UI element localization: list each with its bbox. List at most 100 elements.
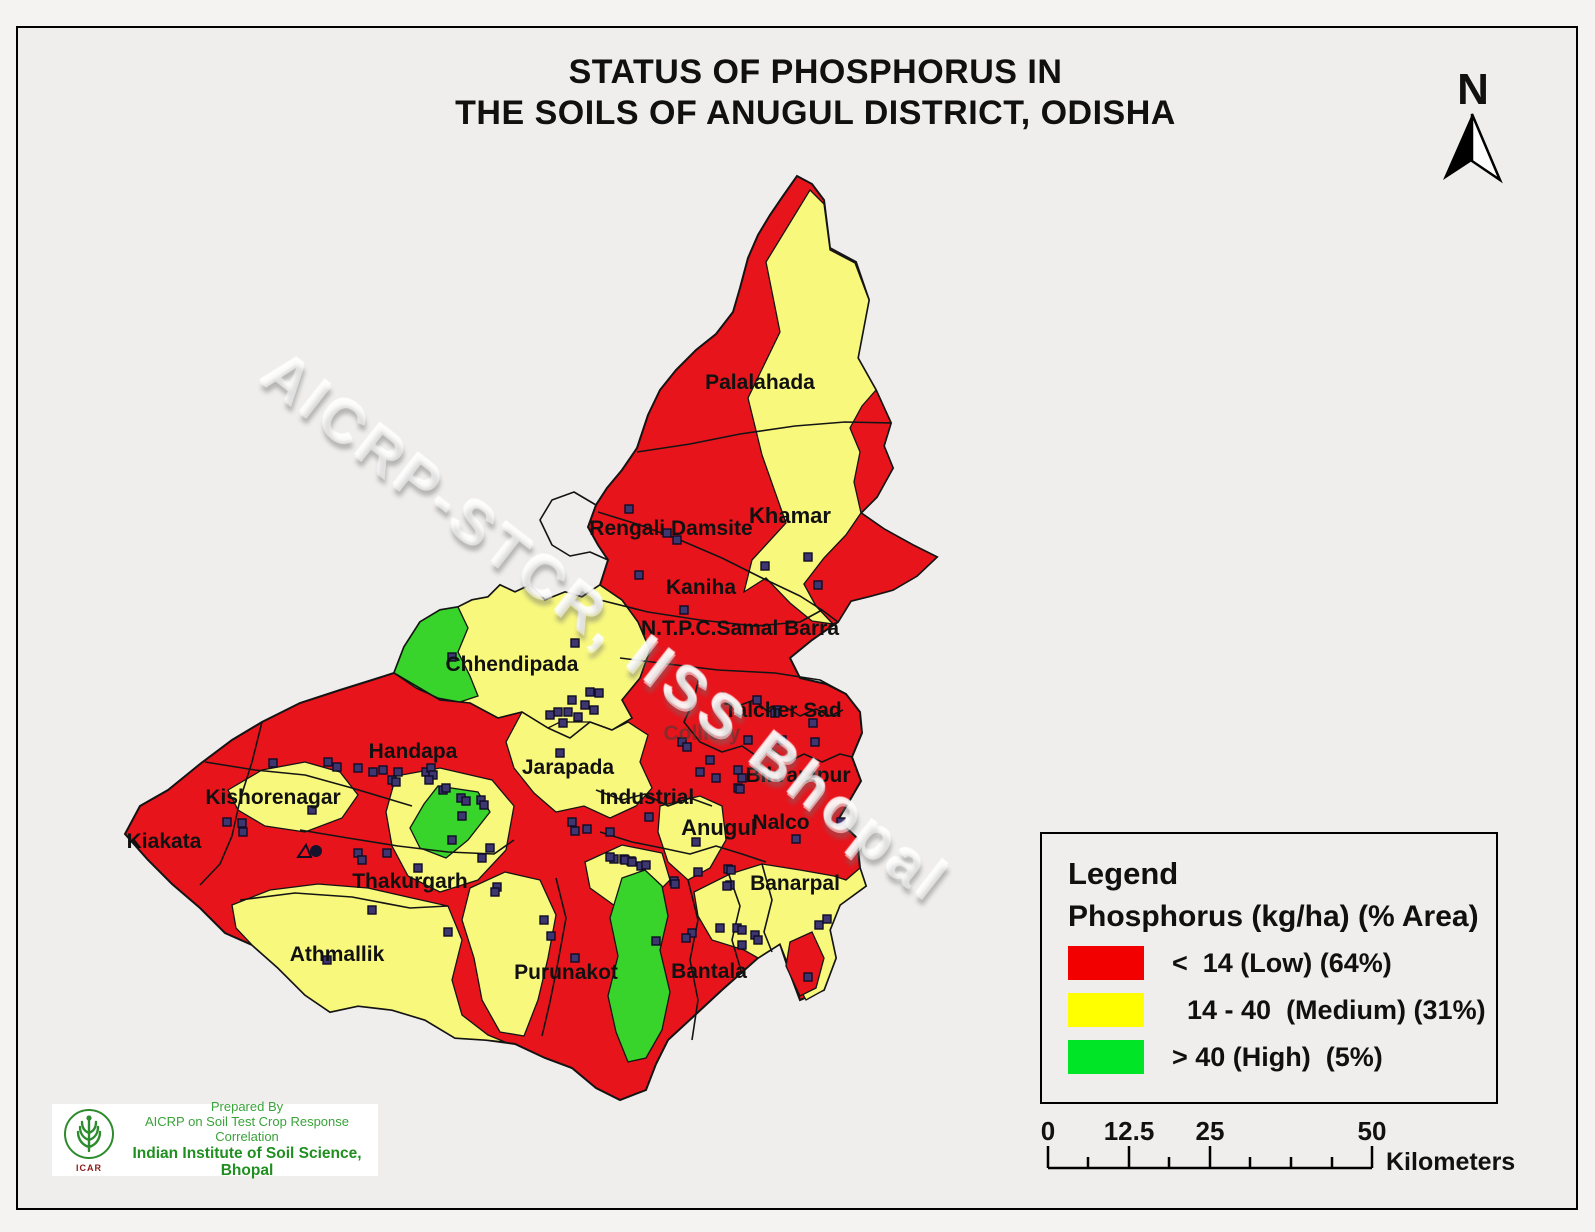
sample-point xyxy=(322,955,332,965)
north-arrow-right-half xyxy=(1470,113,1503,184)
sample-point xyxy=(323,757,333,767)
sample-point xyxy=(582,824,592,834)
region-label-handapa: Handapa xyxy=(369,740,458,763)
block-boundary-line xyxy=(597,511,839,623)
block-boundary-line xyxy=(599,584,651,679)
sample-point xyxy=(546,931,556,941)
sample-point xyxy=(814,920,824,930)
sample-point xyxy=(735,784,745,794)
map-title-line1: STATUS OF PHOSPHORUS IN xyxy=(568,53,1063,91)
region-label-colliery: Colliery xyxy=(663,722,740,745)
sample-point xyxy=(237,818,247,828)
sample-point xyxy=(570,638,580,648)
credit-box: ICAR Prepared By AICRP on Soil Test Crop… xyxy=(52,1099,378,1179)
sample-point xyxy=(353,763,363,773)
sample-point xyxy=(222,817,232,827)
legend-item: 14 - 40 (Medium) (31%) xyxy=(1068,992,1496,1028)
sample-point xyxy=(822,914,832,924)
sample-point xyxy=(553,707,563,717)
sample-point xyxy=(691,837,701,847)
legend-item-label: 14 - 40 (Medium) (31%) xyxy=(1172,994,1486,1025)
sample-point xyxy=(443,927,453,937)
sample-point xyxy=(573,712,583,722)
high-phosphorus-zone xyxy=(607,869,671,1063)
sample-point xyxy=(605,852,615,862)
sample-point xyxy=(679,605,689,615)
sample-point xyxy=(743,735,753,745)
sample-point xyxy=(803,972,813,982)
sample-point xyxy=(682,742,692,752)
legend-items: < 14 (Low) (64%) 14 - 40 (Medium) (31%) >… xyxy=(1068,945,1496,1075)
sample-point xyxy=(705,755,715,765)
sample-point xyxy=(672,535,682,545)
scale-tick-label: 12.5 xyxy=(1104,1116,1155,1146)
sample-point xyxy=(627,857,637,867)
sample-point xyxy=(393,767,403,777)
scale-bar-ticks xyxy=(1046,1146,1374,1170)
sample-point xyxy=(424,775,434,785)
legend-swatch xyxy=(1068,1040,1144,1074)
sample-point xyxy=(687,928,697,938)
sample-point xyxy=(447,652,457,662)
legend-item-label: > 40 (High) (5%) xyxy=(1172,1041,1383,1072)
triangle-marker-dot xyxy=(310,845,322,857)
sample-point xyxy=(357,855,367,865)
legend-heading: Legend xyxy=(1068,856,1179,891)
sample-point xyxy=(695,767,705,777)
low-phosphorus-zone xyxy=(803,512,939,625)
legend-item: > 40 (High) (5%) xyxy=(1068,1039,1496,1075)
sample-point xyxy=(813,580,823,590)
sample-point xyxy=(662,528,672,538)
region-label-palalahada: Palalahada xyxy=(705,371,815,394)
sample-point xyxy=(624,504,634,514)
sample-point xyxy=(580,700,590,710)
credit-text: Prepared By AICRP on Soil Test Crop Resp… xyxy=(120,1099,378,1180)
block-boundary-line xyxy=(204,761,413,807)
scale-tick-label: 25 xyxy=(1196,1116,1225,1146)
sample-point xyxy=(752,695,762,705)
scale-bar-numbers: 0 12.5 25 50 xyxy=(1041,1116,1387,1146)
region-label-industrial: Industrial xyxy=(600,786,695,809)
legend-swatch xyxy=(1068,993,1144,1027)
sample-point xyxy=(644,812,654,822)
region-label-kiakata: Kiakata xyxy=(127,830,202,853)
region-label-athmallik: Athmallik xyxy=(290,943,385,966)
block-boundary-line xyxy=(721,691,844,717)
sample-point xyxy=(777,735,787,745)
scale-bar-unit: Kilometers xyxy=(1386,1148,1515,1176)
sample-point xyxy=(836,817,846,827)
north-arrow-left-half xyxy=(1443,114,1472,180)
sample-point xyxy=(737,940,747,950)
north-arrow: N xyxy=(1443,65,1503,184)
region-label-purunakot: Purunakot xyxy=(514,961,618,984)
sample-point xyxy=(567,695,577,705)
sample-point xyxy=(803,552,813,562)
sample-point xyxy=(711,773,721,783)
block-boundary-line xyxy=(683,671,853,763)
block-boundary-line xyxy=(599,599,823,627)
triangle-marker xyxy=(296,842,313,858)
scale-tick-label: 50 xyxy=(1358,1116,1387,1146)
sample-point xyxy=(555,748,565,758)
low-phosphorus-zone xyxy=(849,388,894,515)
sample-point xyxy=(726,865,736,875)
sample-point xyxy=(447,835,457,845)
sample-point xyxy=(753,935,763,945)
sample-point xyxy=(461,796,471,806)
sample-point xyxy=(641,860,651,870)
map-title: STATUS OF PHOSPHORUS IN THE SOILS OF ANU… xyxy=(18,52,1595,135)
north-arrow-label: N xyxy=(1457,65,1489,114)
medium-phosphorus-zone xyxy=(227,761,359,833)
region-label-bikrampur: Bikrampur xyxy=(745,764,850,787)
sample-point xyxy=(585,687,595,697)
scale-tick-label: 0 xyxy=(1041,1116,1055,1146)
medium-phosphorus-zone xyxy=(461,871,557,1037)
region-label-kishorenagar: Kishorenagar xyxy=(205,786,340,809)
region-label-anugul: Anugul xyxy=(681,815,757,840)
sample-point xyxy=(589,705,599,715)
soil-sample-points xyxy=(222,504,846,982)
block-boundary-line xyxy=(599,831,767,863)
region-label-jarapada: Jarapada xyxy=(522,756,615,779)
